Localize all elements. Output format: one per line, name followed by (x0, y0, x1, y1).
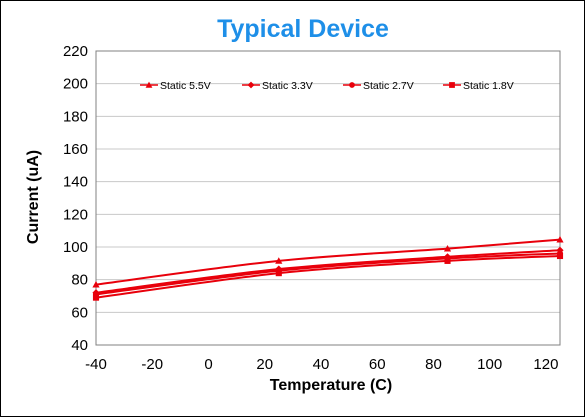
legend-item: Static 5.5V (140, 80, 211, 92)
data-point (556, 252, 564, 260)
x-tick-label: 40 (313, 356, 330, 373)
y-tick-label: 220 (63, 43, 88, 60)
y-tick-label: 120 (63, 206, 88, 223)
legend-item: Static 3.3V (242, 80, 313, 92)
data-point (92, 280, 100, 288)
legend-marker (145, 81, 153, 88)
series-lines (92, 236, 564, 301)
legend-label: Static 1.8V (463, 80, 514, 92)
x-tick-label: 120 (533, 356, 558, 373)
data-point (444, 257, 451, 264)
x-axis-title: Temperature (C) (270, 377, 392, 394)
y-tick-label: 40 (71, 337, 88, 354)
series-line (95, 254, 561, 299)
y-tick-label: 80 (71, 272, 88, 289)
legend-label: Static 3.3V (262, 80, 313, 92)
series-line (95, 252, 561, 296)
data-point (556, 236, 564, 243)
x-tick-label: 100 (477, 356, 502, 373)
series-line (95, 238, 561, 286)
y-tick-label: 200 (63, 76, 88, 93)
x-tick-label: 20 (256, 356, 273, 373)
legend-label: Static 2.7V (363, 80, 414, 92)
legend-marker (449, 82, 455, 88)
y-tick-label: 160 (63, 141, 88, 158)
legend: Static 5.5V Static 3.3V Static 2.7V Static … (140, 80, 514, 92)
legend-item: Static 1.8V (443, 80, 514, 92)
x-tick-label: 60 (369, 356, 386, 373)
data-point (275, 270, 282, 277)
plot-area-border (95, 50, 561, 346)
x-tick-label: -20 (141, 356, 163, 373)
data-point (443, 245, 452, 252)
legend-marker (349, 82, 355, 88)
y-tick-label: 180 (63, 108, 88, 125)
x-tick-label: 0 (204, 356, 212, 373)
y-axis-title: Current (uA) (25, 150, 42, 244)
y-tick-label: 60 (71, 304, 88, 321)
legend-label: Static 5.5V (160, 80, 211, 92)
tick-labels: 40 60 80 100 120 140 160 180 200 220 -40 -20 0 20 40 60… (63, 43, 558, 373)
y-tick-label: 140 (63, 174, 88, 191)
x-tick-label: 80 (425, 356, 442, 373)
series-static-5-5v (92, 236, 564, 288)
series-static-1-8v (92, 252, 564, 301)
chart-title: Typical Device (217, 15, 389, 43)
legend-marker (247, 81, 255, 89)
data-point (92, 294, 100, 301)
data-point (275, 257, 283, 264)
x-tick-label: -40 (85, 356, 107, 373)
axes (95, 50, 561, 346)
y-tick-label: 100 (63, 239, 88, 256)
legend-item: Static 2.7V (343, 80, 414, 92)
series-line (95, 249, 561, 294)
